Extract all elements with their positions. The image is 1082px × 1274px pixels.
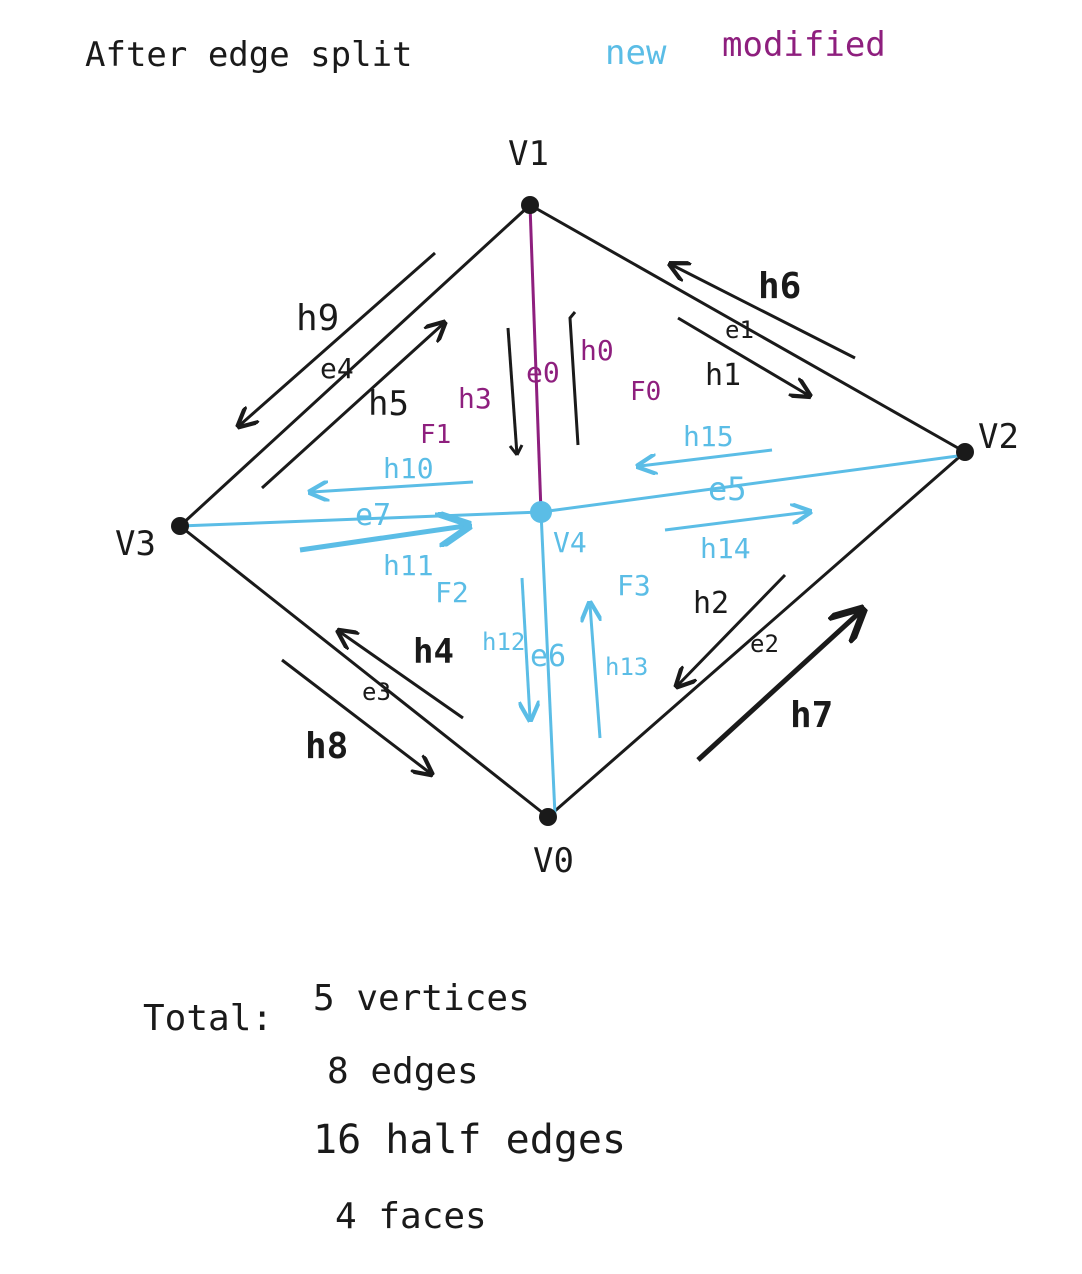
edge-v1-v2 <box>529 203 966 454</box>
halfedge-label-h2: h2 <box>693 586 729 621</box>
totals-label: Total: <box>143 998 273 1039</box>
arrow-h9 <box>240 251 436 425</box>
arrow-h13 <box>590 605 600 739</box>
edge-label-e7: e7 <box>355 498 391 533</box>
halfedge-label-h15: h15 <box>683 420 734 453</box>
vertex-v1-dot <box>521 196 539 214</box>
halfedge-label-h1: h1 <box>705 358 741 393</box>
vertex-v4-dot <box>530 501 552 523</box>
edge-label-e4: e4 <box>320 352 354 385</box>
arrow-h11 <box>299 526 465 553</box>
halfedge-label-h3: h3 <box>458 382 492 415</box>
halfedge-label-h8: h8 <box>305 726 348 767</box>
face-label-f2: F2 <box>435 576 469 609</box>
arrow-h10 <box>312 482 474 492</box>
face-label-f3: F3 <box>617 569 651 602</box>
edge-v1-v3 <box>178 203 532 528</box>
edge-v4-v2 <box>540 453 966 514</box>
arrow-h3 <box>506 327 519 456</box>
edge-label-e3: e3 <box>362 678 391 706</box>
arrow-h14 <box>664 512 808 532</box>
arrow-h8 <box>281 658 430 773</box>
totals-edges: 8 edges <box>327 1051 479 1092</box>
vertex-v3-dot <box>171 517 189 535</box>
vertex-label-v4: V4 <box>553 526 587 559</box>
arrow-h1 <box>677 316 808 395</box>
halfedge-label-h13: h13 <box>605 653 648 681</box>
arrow-h12 <box>522 577 530 718</box>
edge-label-e6: e6 <box>530 639 566 674</box>
halfedge-label-h0: h0 <box>580 334 614 367</box>
edge-label-e1: e1 <box>725 316 754 344</box>
face-label-f0: F0 <box>630 377 661 407</box>
halfedge-label-h11: h11 <box>383 549 434 582</box>
arrow-h6 <box>672 265 856 360</box>
halfedge-label-h5: h5 <box>368 384 409 424</box>
face-label-f1: F1 <box>420 420 451 450</box>
edge-label-e5: e5 <box>708 470 747 508</box>
edge-label-e2: e2 <box>750 630 779 658</box>
halfedge-label-h6: h6 <box>758 266 801 307</box>
halfedge-label-h9: h9 <box>296 298 339 339</box>
halfedge-label-h14: h14 <box>700 532 751 565</box>
halfedge-label-h7: h7 <box>790 695 833 736</box>
halfedge-label-h10: h10 <box>383 452 434 485</box>
arrow-h5 <box>260 324 443 490</box>
legend-new: new <box>605 33 667 73</box>
totals-faces: 4 faces <box>335 1196 487 1237</box>
halfedge-label-h4: h4 <box>413 632 454 672</box>
arrow-h4 <box>340 632 464 720</box>
totals-vertices: 5 vertices <box>313 978 530 1019</box>
vertex-label-v2: V2 <box>978 417 1019 457</box>
totals-half-edges: 16 half edges <box>313 1117 626 1163</box>
vertex-label-v1: V1 <box>508 134 549 174</box>
vertex-v2-dot <box>956 443 974 461</box>
diagram-title: After edge split <box>85 35 413 75</box>
legend-modified: modified <box>722 25 886 65</box>
edge-label-e0: e0 <box>526 356 560 389</box>
vertex-v0-dot <box>539 808 557 826</box>
edge-v3-v4 <box>179 510 542 528</box>
halfedge-label-h12: h12 <box>482 628 525 656</box>
edge-v4-v0 <box>539 511 557 816</box>
edge-v3-v0 <box>179 524 549 819</box>
arrow-h7 <box>696 612 860 762</box>
arrow-h0 <box>568 311 580 446</box>
vertex-label-v3: V3 <box>115 524 156 564</box>
edge-v1-v4 <box>528 204 543 513</box>
edge-v2-v0 <box>547 450 966 819</box>
arrow-h2 <box>678 573 787 685</box>
vertex-label-v0: V0 <box>533 841 574 881</box>
arrow-h15 <box>640 448 773 466</box>
